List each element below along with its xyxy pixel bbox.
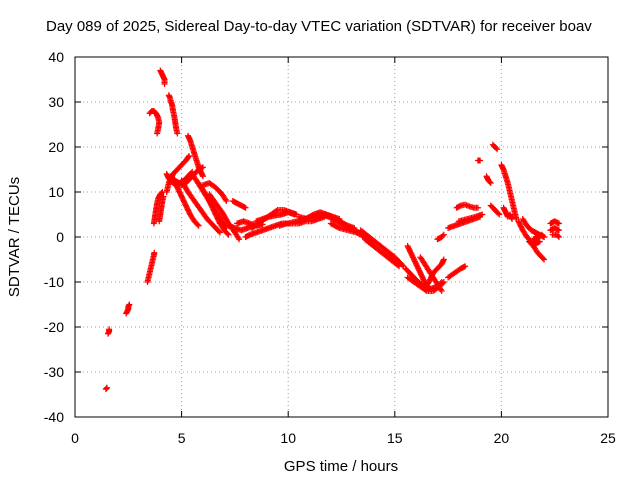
- data-point: [536, 238, 543, 245]
- data-point: [494, 146, 501, 153]
- y-axis-title: SDTVAR / TECUs: [6, 177, 23, 297]
- y-tick-label: 30: [48, 94, 64, 110]
- data-point: [440, 231, 447, 238]
- data-point: [158, 190, 165, 197]
- chart-title: Day 089 of 2025, Sidereal Day-to-day VTE…: [46, 18, 592, 35]
- x-tick-label: 10: [280, 430, 296, 446]
- data-point: [291, 211, 298, 218]
- data-point: [555, 220, 562, 227]
- data-points: [102, 67, 562, 393]
- data-point: [440, 256, 447, 263]
- y-tick-label: 40: [48, 49, 64, 65]
- axis-ticks: 0 5 10 15 20 25 -40 -30 -20 -10 0 10 20 30 40: [44, 49, 616, 446]
- y-tick-label: -10: [44, 274, 64, 290]
- data-point: [236, 236, 243, 243]
- data-point: [194, 221, 201, 228]
- data-point: [440, 279, 447, 285]
- data-point: [462, 263, 469, 270]
- data-point: [541, 256, 548, 263]
- data-point: [495, 210, 502, 217]
- y-tick-label: 0: [56, 229, 64, 245]
- x-tick-label: 5: [178, 430, 186, 446]
- data-point: [161, 81, 168, 87]
- data-point: [335, 224, 342, 231]
- data-point: [215, 228, 222, 235]
- data-point: [199, 173, 206, 180]
- data-point: [437, 286, 444, 293]
- data-point: [151, 249, 158, 256]
- data-point: [555, 234, 562, 240]
- data-point: [541, 234, 548, 240]
- data-point: [106, 326, 113, 333]
- data-point: [496, 211, 503, 218]
- data-point: [539, 255, 546, 262]
- data-point: [242, 204, 249, 211]
- y-tick-label: 10: [48, 184, 64, 200]
- grid: [75, 57, 608, 417]
- data-point: [185, 154, 192, 161]
- data-point: [439, 232, 446, 239]
- data-point: [224, 230, 231, 237]
- data-point: [399, 262, 406, 269]
- data-point: [479, 211, 486, 218]
- data-point: [225, 231, 232, 238]
- y-tick-label: -30: [44, 364, 64, 380]
- data-point: [509, 216, 516, 222]
- x-tick-label: 0: [71, 430, 79, 446]
- data-point: [195, 222, 202, 229]
- data-point: [222, 196, 229, 203]
- x-axis-title: GPS time / hours: [284, 458, 398, 475]
- x-tick-label: 25: [600, 430, 616, 446]
- data-point: [103, 384, 110, 391]
- y-tick-label: -40: [44, 409, 64, 425]
- data-point: [487, 180, 494, 186]
- data-point: [486, 178, 493, 185]
- data-point: [235, 234, 242, 241]
- data-point: [160, 193, 167, 200]
- data-point: [477, 157, 484, 164]
- x-tick-label: 15: [387, 430, 403, 446]
- data-point: [474, 204, 481, 211]
- data-point: [554, 232, 561, 239]
- data-point: [216, 229, 223, 236]
- data-point: [186, 153, 193, 159]
- x-tick-label: 20: [494, 430, 510, 446]
- data-point: [493, 145, 500, 152]
- data-point: [539, 232, 546, 239]
- y-tick-label: -20: [44, 319, 64, 335]
- data-point: [555, 227, 562, 234]
- data-point: [439, 280, 446, 287]
- y-tick-label: 20: [48, 139, 64, 155]
- plot-frame: [74, 56, 609, 418]
- data-point: [438, 288, 445, 294]
- data-point: [126, 301, 133, 308]
- data-point: [223, 198, 230, 204]
- data-point: [174, 130, 181, 137]
- data-point: [154, 130, 161, 137]
